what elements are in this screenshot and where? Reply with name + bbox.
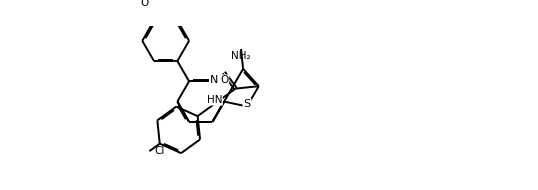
Text: N: N bbox=[210, 75, 218, 85]
Text: Cl: Cl bbox=[154, 146, 165, 156]
Text: HN: HN bbox=[207, 95, 222, 105]
Text: O: O bbox=[140, 0, 148, 8]
Text: S: S bbox=[244, 99, 251, 109]
Text: O: O bbox=[221, 75, 229, 85]
Text: NH₂: NH₂ bbox=[231, 51, 251, 61]
